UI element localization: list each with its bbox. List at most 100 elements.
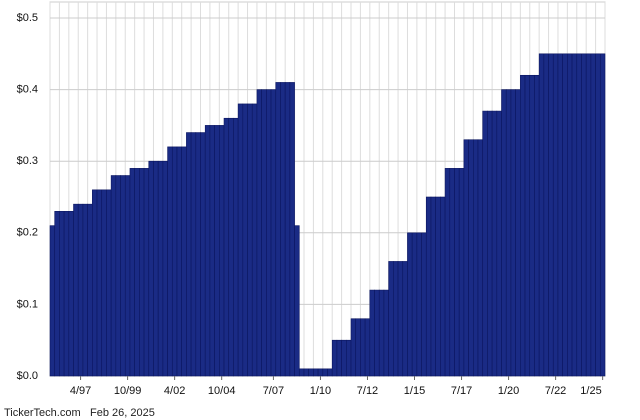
- bar: [421, 232, 427, 377]
- bar: [167, 146, 173, 377]
- bar: [303, 368, 309, 377]
- bar: [59, 211, 65, 377]
- bar: [411, 232, 418, 377]
- bar: [106, 189, 112, 377]
- bar: [77, 203, 84, 377]
- bar: [322, 368, 328, 377]
- bar: [468, 139, 474, 377]
- bar: [487, 110, 493, 377]
- bar: [562, 53, 568, 377]
- bar: [576, 53, 582, 377]
- bar: [341, 339, 347, 377]
- bar: [200, 132, 206, 377]
- bar: [129, 168, 135, 377]
- bar: [440, 196, 446, 377]
- bar: [317, 368, 324, 377]
- bar: [505, 89, 512, 377]
- bar: [251, 103, 258, 377]
- bar: [96, 189, 103, 377]
- bar: [515, 89, 521, 377]
- bar: [585, 53, 592, 377]
- bar: [266, 89, 272, 377]
- bar: [157, 160, 164, 377]
- bar: [68, 211, 74, 377]
- bar: [590, 53, 596, 377]
- bar: [162, 160, 168, 377]
- bar: [444, 168, 451, 377]
- bar: [350, 318, 357, 377]
- bar: [153, 160, 159, 377]
- bar: [308, 368, 314, 377]
- bar: [284, 82, 291, 377]
- bar: [247, 103, 253, 377]
- bar: [195, 132, 201, 377]
- bar: [214, 125, 220, 377]
- bar: [313, 368, 319, 377]
- bar: [449, 168, 455, 377]
- bar: [557, 53, 563, 377]
- y-tick-label: $0.2: [17, 227, 38, 239]
- bar: [294, 225, 300, 377]
- bar: [186, 132, 192, 377]
- bar: [110, 175, 117, 377]
- bar: [54, 211, 60, 377]
- bar: [510, 89, 516, 377]
- y-tick-label: $0.5: [17, 12, 38, 24]
- bar: [360, 318, 366, 377]
- bar: [204, 125, 211, 377]
- bar: [473, 139, 479, 377]
- bar: [463, 139, 469, 377]
- bar: [298, 368, 305, 377]
- bar: [374, 289, 380, 377]
- x-tick-label: 1/20: [498, 385, 519, 397]
- x-tick-label: 4/97: [70, 385, 91, 397]
- bar: [237, 103, 244, 377]
- bar: [256, 89, 262, 377]
- bar: [346, 339, 352, 377]
- bar: [120, 175, 126, 377]
- bar: [190, 132, 197, 377]
- x-tick-label: 1/15: [404, 385, 425, 397]
- y-tick-label: $0.3: [17, 155, 38, 167]
- bar: [233, 117, 239, 377]
- bar: [458, 168, 465, 377]
- y-tick-label: $0.1: [17, 298, 38, 310]
- bar: [181, 146, 187, 377]
- bar: [280, 82, 286, 377]
- bar: [520, 74, 526, 377]
- bar: [599, 53, 606, 377]
- bar: [171, 146, 178, 377]
- bar: [228, 117, 234, 377]
- bar: [425, 196, 432, 377]
- source: TickerTech.com: [4, 407, 81, 419]
- bar: [491, 110, 498, 377]
- bar: [397, 261, 404, 377]
- y-tick-label: $0.0: [17, 370, 38, 382]
- bar: [261, 89, 267, 377]
- bar: [63, 211, 70, 377]
- bar: [416, 232, 422, 377]
- bar: [393, 261, 399, 377]
- bar: [143, 168, 150, 377]
- bar: [407, 232, 413, 377]
- bar: [543, 53, 549, 377]
- bar: [92, 189, 98, 377]
- x-tick-label: 4/02: [164, 385, 185, 397]
- y-tick-label: $0.4: [17, 84, 38, 96]
- x-tick-label: 10/04: [208, 385, 236, 397]
- bar: [581, 53, 587, 377]
- bar: [242, 103, 248, 377]
- bar: [482, 110, 488, 377]
- x-tick-label: 7/07: [263, 385, 284, 397]
- bar: [223, 117, 230, 377]
- bar: [435, 196, 441, 377]
- bar: [364, 318, 371, 377]
- bar: [82, 203, 88, 377]
- bar: [355, 318, 361, 377]
- bar: [139, 168, 145, 377]
- bar: [430, 196, 436, 377]
- x-tick-label: 1/10: [310, 385, 331, 397]
- date: Feb 26, 2025: [90, 407, 155, 419]
- bar: [369, 289, 375, 377]
- bar: [524, 74, 531, 377]
